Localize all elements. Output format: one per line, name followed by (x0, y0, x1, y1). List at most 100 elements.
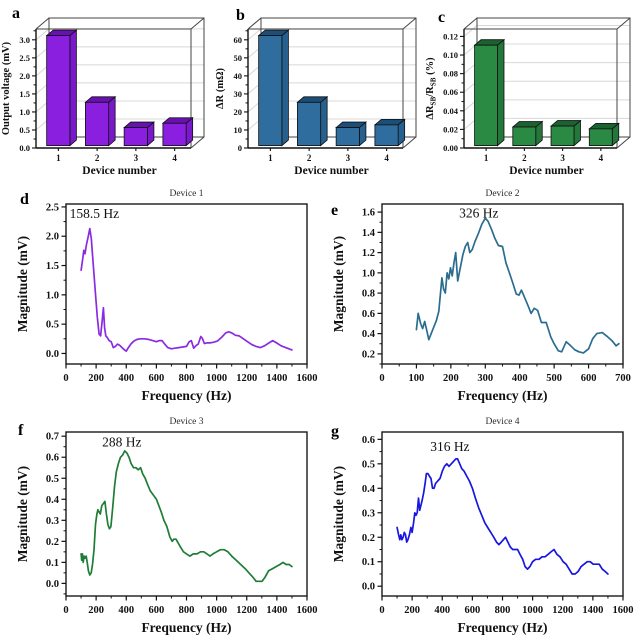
svg-text:Output voltage (mV): Output voltage (mV) (1, 41, 12, 135)
panel-f-label: f (18, 422, 24, 439)
svg-text:1.0: 1.0 (19, 107, 30, 117)
svg-text:1200: 1200 (236, 373, 257, 384)
svg-text:3: 3 (346, 153, 351, 163)
svg-text:200: 200 (404, 605, 420, 616)
svg-text:1.4: 1.4 (362, 228, 376, 239)
svg-text:50: 50 (234, 53, 243, 63)
svg-text:0.5: 0.5 (19, 125, 30, 135)
svg-text:Device number: Device number (294, 165, 368, 177)
svg-text:0: 0 (238, 143, 242, 153)
panel-c-label: c (438, 9, 446, 26)
svg-text:0.04: 0.04 (443, 106, 459, 116)
svg-text:200: 200 (88, 605, 104, 616)
svg-text:Frequency (Hz): Frequency (Hz) (457, 388, 547, 403)
svg-text:0.06: 0.06 (443, 87, 458, 97)
svg-text:0.2: 0.2 (362, 349, 375, 360)
svg-text:0.8: 0.8 (362, 289, 375, 300)
svg-text:20: 20 (234, 107, 243, 117)
svg-text:Frequency (Hz): Frequency (Hz) (141, 620, 231, 635)
svg-text:2: 2 (307, 153, 312, 163)
svg-text:1000: 1000 (206, 373, 227, 384)
svg-text:1.5: 1.5 (19, 89, 30, 99)
svg-text:600: 600 (149, 605, 165, 616)
svg-text:0.0: 0.0 (46, 579, 59, 590)
svg-text:Device 4: Device 4 (485, 417, 519, 427)
svg-text:0.7: 0.7 (46, 432, 59, 443)
svg-text:200: 200 (88, 373, 104, 384)
panel-e-label: e (331, 202, 339, 219)
svg-text:0.0: 0.0 (19, 143, 30, 153)
svg-text:Frequency (Hz): Frequency (Hz) (457, 620, 547, 635)
svg-text:0: 0 (63, 605, 68, 616)
svg-text:0: 0 (379, 605, 384, 616)
svg-text:4: 4 (599, 153, 604, 163)
svg-text:0.3: 0.3 (46, 516, 59, 527)
svg-text:0.4: 0.4 (362, 329, 376, 340)
svg-text:30: 30 (234, 89, 243, 99)
panel-b-label: b (236, 7, 245, 24)
svg-text:158.5 Hz: 158.5 Hz (70, 206, 120, 221)
svg-text:0.0: 0.0 (362, 582, 375, 593)
svg-text:0.0: 0.0 (46, 349, 59, 360)
svg-text:600: 600 (581, 373, 597, 384)
svg-text:0.5: 0.5 (362, 459, 375, 470)
svg-text:600: 600 (465, 605, 481, 616)
svg-text:Frequency (Hz): Frequency (Hz) (141, 388, 231, 403)
line-chart-device-2: 0 100 200 300 400 500 600 700 0.2 0.4 0.6 0.8 1.0 1.2… (331, 189, 631, 403)
svg-text:Device number: Device number (509, 165, 583, 177)
svg-text:1.5: 1.5 (46, 261, 59, 272)
svg-text:1400: 1400 (266, 373, 287, 384)
svg-text:ΔR (mΩ): ΔR (mΩ) (215, 68, 226, 109)
svg-text:400: 400 (512, 373, 528, 384)
svg-text:800: 800 (495, 605, 511, 616)
svg-text:Magnitude (mV): Magnitude (mV) (331, 236, 346, 332)
svg-text:0.2: 0.2 (46, 537, 59, 548)
bar-chart-delta-rsb-ratio: 0.00 0.02 0.04 0.06 0.08 0.10 0.12 1 2 3 4 Device n… (425, 17, 631, 177)
svg-text:1: 1 (56, 153, 61, 163)
svg-text:Device 1: Device 1 (169, 189, 203, 199)
svg-text:1600: 1600 (297, 605, 318, 616)
svg-text:3.0: 3.0 (19, 35, 30, 45)
svg-text:0.3: 0.3 (362, 508, 375, 519)
svg-text:0.2: 0.2 (362, 533, 375, 544)
svg-text:Magnitude (mV): Magnitude (mV) (15, 236, 30, 332)
svg-text:1400: 1400 (266, 605, 287, 616)
bar-chart-output-voltage: 0.0 0.5 1.0 1.5 2.0 2.5 3.0 1 2 3 4 Device number Ou… (1, 17, 205, 177)
svg-text:2: 2 (95, 153, 100, 163)
svg-text:500: 500 (546, 373, 562, 384)
svg-text:3: 3 (134, 153, 139, 163)
svg-text:Magnitude (mV): Magnitude (mV) (331, 466, 346, 562)
panel-a-label: a (12, 5, 20, 22)
svg-text:1400: 1400 (582, 605, 603, 616)
svg-text:1200: 1200 (552, 605, 573, 616)
svg-text:0.6: 0.6 (362, 435, 375, 446)
svg-text:2.5: 2.5 (19, 53, 30, 63)
svg-text:ΔRSB/RSB (%): ΔRSB/RSB (%) (425, 57, 438, 120)
svg-text:316 Hz: 316 Hz (430, 439, 469, 454)
svg-text:0.6: 0.6 (362, 309, 375, 320)
svg-text:1: 1 (268, 153, 273, 163)
svg-text:0.1: 0.1 (362, 557, 375, 568)
svg-text:300: 300 (477, 373, 493, 384)
panel-g-label: g (331, 423, 339, 440)
svg-text:1.6: 1.6 (362, 208, 375, 219)
svg-text:400: 400 (118, 605, 134, 616)
svg-text:0.5: 0.5 (46, 474, 59, 485)
svg-text:0.02: 0.02 (443, 124, 458, 134)
svg-text:40: 40 (234, 71, 243, 81)
svg-text:326 Hz: 326 Hz (459, 205, 498, 220)
svg-text:Device 2: Device 2 (485, 189, 519, 199)
svg-text:0.10: 0.10 (443, 50, 458, 60)
svg-text:1: 1 (484, 153, 489, 163)
svg-text:1.2: 1.2 (362, 248, 375, 259)
svg-text:1000: 1000 (206, 605, 227, 616)
svg-text:2.5: 2.5 (46, 202, 59, 213)
svg-text:10: 10 (234, 125, 243, 135)
svg-text:1.0: 1.0 (362, 268, 375, 279)
svg-text:60: 60 (234, 35, 243, 45)
svg-text:800: 800 (179, 605, 195, 616)
svg-text:0.1: 0.1 (46, 558, 59, 569)
svg-text:200: 200 (443, 373, 459, 384)
svg-text:0.4: 0.4 (46, 495, 60, 506)
